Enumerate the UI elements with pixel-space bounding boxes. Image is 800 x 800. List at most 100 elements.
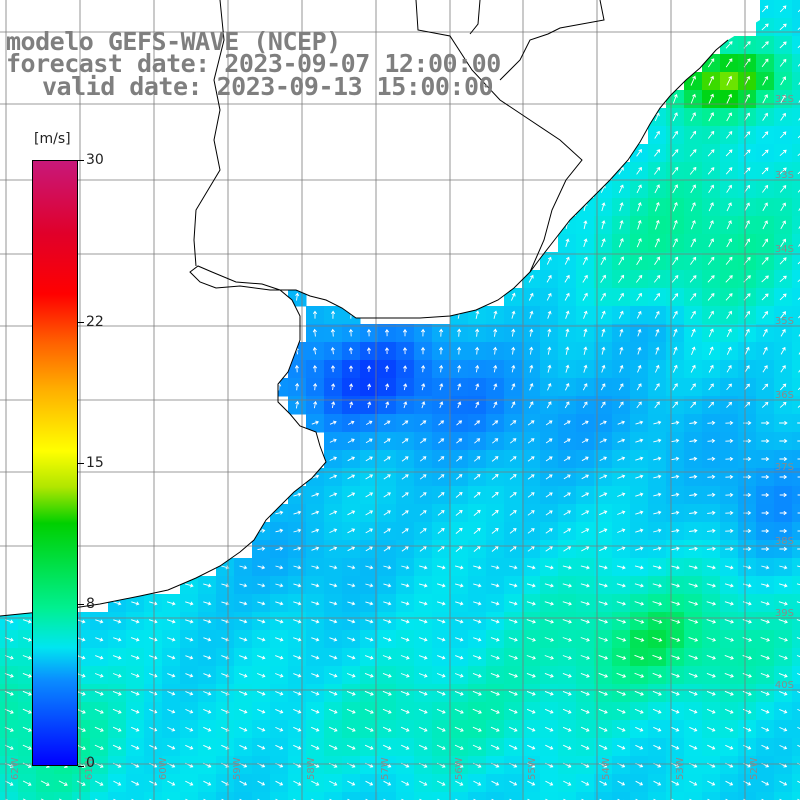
wind-arrow xyxy=(418,619,428,624)
wind-arrow xyxy=(185,708,194,714)
wind-arrow xyxy=(76,780,86,786)
wind-cell xyxy=(684,792,703,800)
wind-arrow xyxy=(688,636,699,642)
wind-cell xyxy=(792,450,800,469)
wind-cell xyxy=(36,792,55,800)
wind-arrow xyxy=(526,601,536,606)
wind-arrow xyxy=(779,726,788,732)
wind-arrow xyxy=(655,346,660,355)
wind-arrow xyxy=(598,708,608,714)
wind-arrow xyxy=(761,401,769,408)
wind-arrow xyxy=(708,75,715,86)
wind-arrow xyxy=(779,474,788,480)
wind-arrow xyxy=(581,510,590,516)
lat-label: 37S xyxy=(775,462,794,473)
wind-arrow xyxy=(636,292,642,301)
wind-arrow xyxy=(761,23,769,31)
wind-cell xyxy=(792,576,800,595)
wind-arrow xyxy=(617,492,626,497)
wind-arrow xyxy=(689,275,697,283)
wind-arrow xyxy=(149,691,158,696)
wind-arrow xyxy=(40,780,50,786)
wind-arrow xyxy=(616,565,626,570)
wind-arrow xyxy=(526,690,536,696)
wind-cell xyxy=(792,720,800,739)
wind-arrow xyxy=(797,494,800,496)
wind-arrow xyxy=(707,744,716,750)
wind-cell xyxy=(288,792,307,800)
wind-arrow xyxy=(725,510,734,515)
lat-label: 38S xyxy=(775,536,794,547)
wind-arrow xyxy=(672,201,678,212)
wind-arrow xyxy=(635,456,644,461)
wind-arrow xyxy=(637,202,642,212)
wind-arrow xyxy=(672,364,678,373)
wind-arrow xyxy=(671,474,680,479)
wind-cell xyxy=(504,792,523,800)
wind-arrow xyxy=(599,528,608,534)
wind-arrow xyxy=(491,545,499,552)
wind-arrow xyxy=(401,780,410,786)
wind-arrow xyxy=(293,726,302,732)
wind-arrow xyxy=(779,5,787,13)
wind-arrow xyxy=(490,744,500,750)
wind-arrow xyxy=(599,456,608,462)
wind-arrow xyxy=(311,510,320,515)
wind-arrow xyxy=(617,510,626,515)
wind-arrow xyxy=(491,456,499,462)
wind-arrow xyxy=(474,438,481,444)
lat-label: 36S xyxy=(775,390,794,401)
border-line xyxy=(415,0,583,273)
wind-arrow xyxy=(600,274,606,283)
wind-arrow xyxy=(367,401,372,409)
wind-arrow xyxy=(724,654,734,660)
wind-arrow xyxy=(580,708,590,714)
wind-arrow xyxy=(601,346,606,355)
wind-arrow xyxy=(797,279,800,283)
wind-arrow xyxy=(328,708,338,714)
wind-arrow xyxy=(527,726,536,732)
wind-arrow xyxy=(672,93,678,104)
wind-cell xyxy=(126,792,145,800)
wind-arrow xyxy=(439,364,444,373)
wind-arrow xyxy=(779,690,788,696)
wind-arrow xyxy=(617,528,626,533)
wind-arrow xyxy=(383,438,391,444)
lat-label: 35S xyxy=(775,316,794,327)
wind-arrow xyxy=(475,383,480,391)
wind-arrow xyxy=(582,401,588,409)
wind-arrow xyxy=(617,474,626,479)
wind-arrow xyxy=(780,220,786,230)
wind-arrow xyxy=(473,780,482,786)
wind-arrow xyxy=(257,690,266,696)
wind-arrow xyxy=(385,383,390,390)
wind-arrow xyxy=(149,655,158,660)
wind-arrow xyxy=(671,528,680,533)
wind-arrow xyxy=(690,364,696,373)
wind-arrow xyxy=(329,601,338,606)
wind-arrow xyxy=(418,601,428,606)
wind-arrow xyxy=(655,328,660,337)
wind-arrow xyxy=(744,75,751,86)
wind-arrow xyxy=(654,238,660,248)
wind-arrow xyxy=(708,238,714,248)
wind-arrow xyxy=(475,346,480,355)
wind-arrow xyxy=(311,546,320,551)
wind-arrow xyxy=(598,672,609,678)
wind-arrow xyxy=(671,708,680,714)
wind-arrow xyxy=(581,546,590,552)
wind-arrow xyxy=(583,220,588,230)
wind-arrow xyxy=(618,310,624,319)
grid-labels: 32S 33S 34S 35S 36S 37S 38S 39S 40S 62W 61W 60W 59W 5… xyxy=(10,94,794,780)
lon-label: 57W xyxy=(380,757,391,780)
wind-arrow xyxy=(634,583,644,588)
wind-arrow xyxy=(382,690,392,696)
wind-cell xyxy=(792,486,800,505)
wind-arrow xyxy=(329,420,337,425)
wind-arrow xyxy=(778,672,788,678)
wind-arrow xyxy=(598,637,609,642)
wind-arrow xyxy=(725,474,734,479)
wind-arrow xyxy=(257,583,266,588)
wind-arrow xyxy=(583,310,588,319)
wind-cell xyxy=(792,270,800,289)
